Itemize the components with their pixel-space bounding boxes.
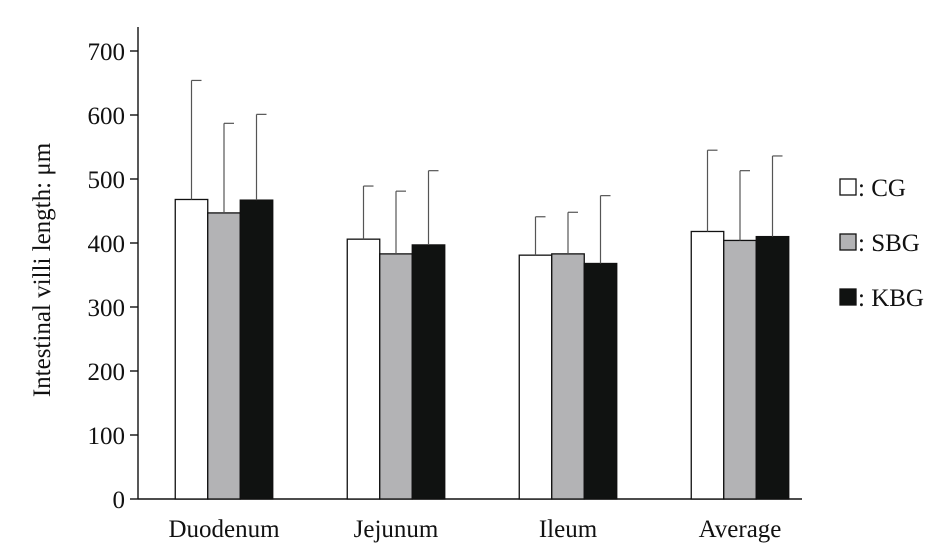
y-tick-label: 0 bbox=[113, 487, 126, 514]
legend-label-cg: : CG bbox=[858, 175, 906, 202]
bar-cg-duodenum bbox=[174, 198, 209, 500]
y-tick-label: 700 bbox=[88, 39, 126, 66]
y-axis-title: Intestinal villi length: μm bbox=[29, 142, 56, 397]
y-tick-label: 600 bbox=[88, 103, 126, 130]
y-tick-label: 300 bbox=[88, 295, 126, 322]
x-tick-label: Duodenum bbox=[168, 516, 280, 543]
bar-cg-ileum bbox=[518, 254, 553, 500]
legend-label-kbg: : KBG bbox=[858, 285, 924, 312]
bar-sbg-average bbox=[723, 239, 757, 500]
y-tick-label: 500 bbox=[88, 167, 126, 194]
y-axis: 0 100 200 300 400 500 600 700 bbox=[88, 27, 139, 514]
x-tick-label: Average bbox=[699, 516, 782, 543]
legend-label-sbg: : SBG bbox=[858, 230, 920, 257]
bar-kbg-ileum bbox=[583, 262, 618, 500]
legend-swatch-kbg bbox=[839, 288, 857, 306]
legend-swatch-sbg bbox=[839, 233, 857, 251]
bar-sbg-ileum bbox=[551, 253, 585, 500]
legend: : CG : SBG : KBG bbox=[839, 175, 924, 312]
bar-cg-average bbox=[690, 230, 725, 500]
bar-sbg-duodenum bbox=[207, 212, 241, 500]
x-tick-label: Ileum bbox=[539, 516, 598, 543]
legend-swatch-cg bbox=[839, 178, 857, 196]
y-tick-label: 100 bbox=[88, 423, 126, 450]
bar-kbg-jejunum bbox=[411, 244, 446, 500]
y-tick-label: 200 bbox=[88, 359, 126, 386]
x-axis: Duodenum Jejunum Ileum Average bbox=[138, 498, 802, 543]
bar-kbg-duodenum bbox=[239, 199, 274, 500]
bar-cg-jejunum bbox=[346, 238, 381, 500]
bar-sbg-jejunum bbox=[379, 253, 413, 500]
y-tick-label: 400 bbox=[88, 231, 126, 258]
bar-kbg-average bbox=[755, 235, 790, 500]
x-tick-label: Jejunum bbox=[354, 516, 439, 543]
bars bbox=[174, 79, 790, 500]
